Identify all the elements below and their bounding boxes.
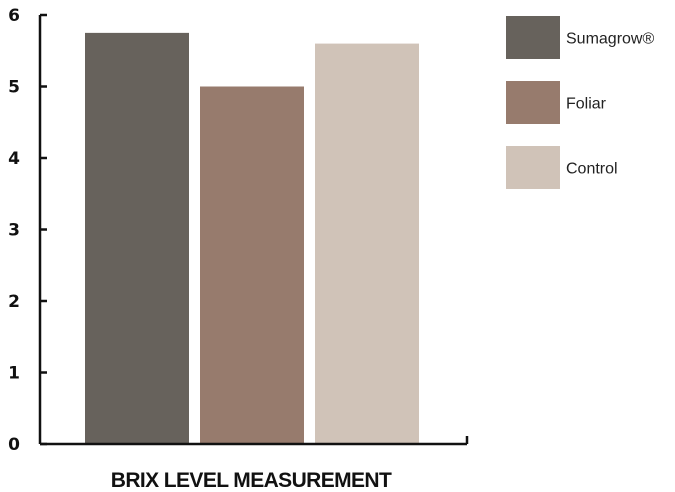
y-tick-label-1: 1 <box>8 364 20 384</box>
bars <box>85 32 419 444</box>
y-tick-label-3: 3 <box>8 221 20 241</box>
legend-swatch-1 <box>506 16 560 59</box>
bar-1 <box>85 32 189 444</box>
x-axis-label: BRIX LEVEL MEASUREMENT <box>111 469 392 492</box>
y-tick-label-5: 5 <box>8 78 20 98</box>
legend-swatch-2 <box>506 81 560 124</box>
legend-label-1: Sumagrow® <box>566 31 654 48</box>
y-tick-label-4: 4 <box>8 149 20 169</box>
bar-2 <box>200 86 304 444</box>
y-tick-label-2: 2 <box>8 292 20 312</box>
y-tick-label-0: 0 <box>8 435 20 455</box>
y-tick-label-6: 6 <box>8 6 20 26</box>
legend-label-2: Foliar <box>566 96 607 113</box>
legend: Sumagrow® Foliar Control <box>506 16 654 189</box>
legend-swatch-3 <box>506 146 560 189</box>
bar-3 <box>315 43 419 444</box>
y-axis-ticks: 0 1 2 3 4 5 6 <box>8 6 47 455</box>
legend-label-3: Control <box>566 161 618 178</box>
